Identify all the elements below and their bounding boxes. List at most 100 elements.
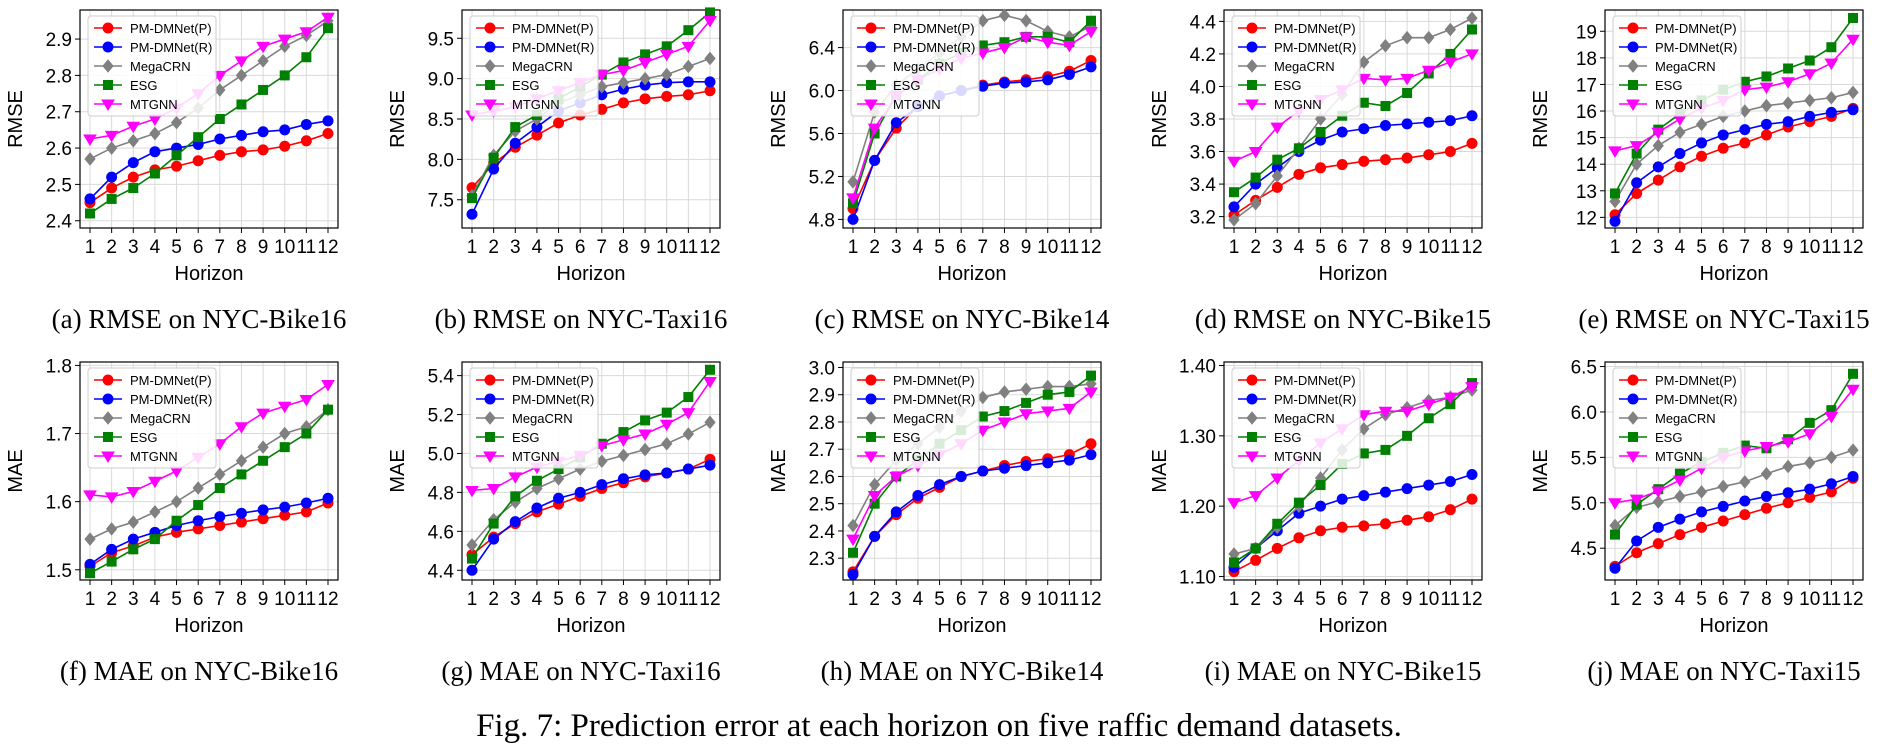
data-point (531, 502, 543, 514)
data-point (170, 494, 183, 509)
data-point (1465, 49, 1479, 61)
x-tick-label: 7 (215, 237, 226, 258)
data-point (1652, 138, 1664, 153)
legend-box (469, 15, 599, 117)
legend-label: MegaCRN (893, 59, 954, 74)
plot-frame (842, 361, 1102, 581)
data-point (214, 467, 226, 482)
x-tick-label: 6 (956, 237, 967, 258)
data-point (1401, 118, 1413, 130)
legend-label: MTGNN (1655, 97, 1703, 112)
data-point (257, 54, 269, 68)
plot-frame (1604, 9, 1864, 229)
y-tick-label: 5.2 (428, 406, 454, 427)
data-point (1227, 498, 1241, 510)
data-point (1825, 478, 1837, 490)
data-point (997, 417, 1012, 429)
data-point (127, 533, 139, 545)
y-tick-label: 5.4 (428, 367, 455, 388)
x-tick-label: 3 (1272, 589, 1283, 610)
x-tick-label: 6 (1337, 589, 1348, 610)
x-tick-label: 12 (1461, 237, 1482, 258)
data-point (1466, 469, 1478, 481)
x-tick-label: 12 (1080, 589, 1101, 610)
data-point (846, 193, 860, 205)
x-tick-label: 6 (1337, 237, 1348, 258)
y-tick-label: 2.5 (46, 175, 72, 196)
data-point (1825, 106, 1837, 118)
x-tick-label: 3 (1653, 237, 1664, 258)
figure-caption: Fig. 7: Prediction error at each horizon… (476, 708, 1402, 744)
data-point (618, 427, 629, 438)
chart-panel: 2.42.52.62.72.82.91 2 3 4 5 6 7 8 9 10 11 12PM-DMNe… (5, 9, 346, 334)
data-point (890, 506, 902, 518)
x-tick-label: 9 (1402, 237, 1413, 258)
legend-label: PM-DMNet(R) (512, 392, 594, 407)
x-tick-label: 3 (891, 237, 902, 258)
data-point (1358, 448, 1369, 459)
subfigure-caption: (j) MAE on NYC-Taxi15 (1587, 656, 1860, 686)
x-tick-label: 6 (575, 237, 586, 258)
data-point (257, 504, 269, 516)
y-tick-label: 2.4 (809, 522, 836, 543)
data-point (639, 469, 651, 481)
data-point (1804, 483, 1816, 495)
x-tick-label: 1 (1610, 589, 1621, 610)
data-point (1804, 55, 1815, 66)
data-point (1825, 90, 1838, 105)
data-point (1847, 85, 1859, 100)
data-point (171, 515, 182, 526)
y-axis-label: MAE (768, 449, 790, 492)
x-tick-label: 2 (106, 589, 117, 610)
legend-marker (865, 411, 877, 425)
data-point (235, 68, 248, 83)
data-point (1782, 487, 1794, 499)
legend-marker (485, 80, 495, 90)
data-point (1804, 93, 1816, 108)
data-point (704, 459, 716, 471)
data-point (682, 89, 694, 101)
data-point (85, 208, 95, 219)
legend-label: PM-DMNet(P) (1274, 373, 1356, 388)
x-tick-label: 2 (869, 237, 880, 258)
x-tick-label: 1 (848, 237, 859, 258)
data-point (1085, 449, 1097, 461)
legend-marker (484, 59, 496, 73)
subfigure-caption: (i) MAE on NYC-Bike15 (1205, 656, 1482, 686)
data-point (1270, 122, 1285, 135)
data-point (1695, 117, 1708, 132)
data-point (1293, 497, 1304, 508)
y-tick-label: 4.5 (1571, 539, 1597, 560)
data-point (1717, 142, 1729, 154)
legend-label: MegaCRN (130, 411, 191, 426)
y-tick-label: 9.0 (428, 70, 454, 91)
data-point (1229, 557, 1239, 568)
data-point (934, 479, 946, 491)
y-tick-label: 1.30 (1179, 427, 1216, 448)
data-point (1040, 406, 1055, 419)
data-point (617, 473, 629, 485)
y-tick-label: 2.7 (809, 440, 835, 461)
data-point (704, 415, 716, 430)
y-tick-label: 19 (1576, 22, 1597, 43)
plot-frame (1223, 361, 1483, 581)
data-point (1248, 491, 1263, 503)
data-point (977, 411, 988, 422)
data-point (1358, 520, 1370, 532)
data-point (1804, 417, 1815, 428)
data-point (1421, 65, 1436, 78)
legend-label: ESG (1655, 430, 1682, 445)
y-tick-label: 16 (1576, 102, 1597, 123)
data-point (1739, 137, 1751, 149)
legend-label: PM-DMNet(R) (1274, 40, 1356, 55)
data-point (214, 511, 226, 523)
x-tick-label: 1 (1610, 237, 1621, 258)
x-tick-label: 3 (510, 589, 521, 610)
legend: PM-DMNet(P) PM-DMNet(R) MegaCRN ESG MTGNN (469, 15, 599, 117)
data-point (1271, 181, 1283, 193)
legend-label: PM-DMNet(P) (512, 21, 594, 36)
data-point (661, 90, 673, 102)
y-axis-label: RMSE (1530, 90, 1552, 148)
data-point (1423, 149, 1435, 161)
data-point (867, 123, 882, 136)
